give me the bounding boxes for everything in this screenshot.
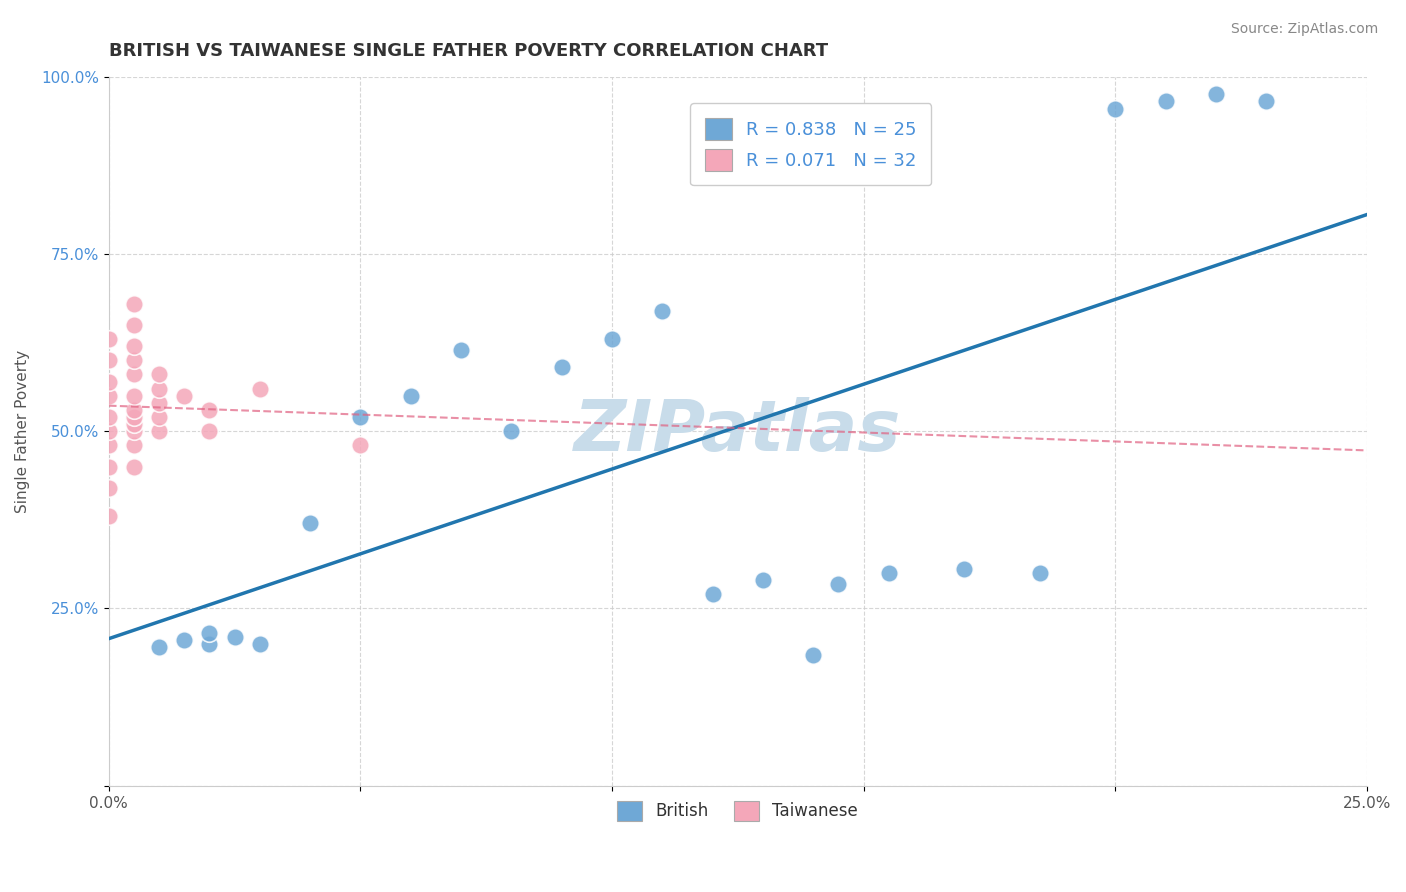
Point (122, 459, 145, 474)
Point (97, 409, 120, 424)
Point (551, 360, 574, 375)
Point (198, 403, 221, 417)
Point (122, 409, 145, 424)
Point (148, 640, 170, 655)
Point (399, 389, 422, 403)
Point (349, 438, 371, 452)
Point (198, 637, 221, 651)
Point (97, 389, 120, 403)
Point (148, 424, 170, 438)
Point (97, 375, 120, 389)
Point (122, 339, 145, 353)
Point (97, 438, 120, 452)
Point (122, 296, 145, 310)
Point (198, 424, 221, 438)
Y-axis label: Single Father Poverty: Single Father Poverty (15, 350, 30, 513)
Point (148, 396, 170, 410)
Point (173, 633, 195, 648)
Point (1029, 566, 1052, 580)
Point (224, 630, 246, 644)
Point (97, 459, 120, 474)
Point (97, 509, 120, 524)
Point (148, 409, 170, 424)
Text: Source: ZipAtlas.com: Source: ZipAtlas.com (1230, 22, 1378, 37)
Point (827, 576, 849, 591)
Point (299, 516, 322, 531)
Point (122, 417, 145, 431)
Point (148, 368, 170, 382)
Point (249, 637, 271, 651)
Point (122, 318, 145, 332)
Point (450, 343, 472, 357)
Point (877, 566, 900, 580)
Text: BRITISH VS TAIWANESE SINGLE FATHER POVERTY CORRELATION CHART: BRITISH VS TAIWANESE SINGLE FATHER POVER… (108, 42, 828, 60)
Point (249, 382, 271, 396)
Point (349, 409, 371, 424)
Point (97, 481, 120, 495)
Point (122, 389, 145, 403)
Legend: British, Taiwanese: British, Taiwanese (605, 787, 872, 834)
Point (651, 303, 673, 318)
Point (1256, 95, 1278, 109)
Point (97, 332, 120, 346)
Point (600, 332, 623, 346)
Point (198, 626, 221, 640)
Point (97, 353, 120, 368)
Point (752, 573, 775, 587)
Point (122, 403, 145, 417)
Point (1205, 87, 1227, 102)
Point (173, 389, 195, 403)
Point (702, 587, 724, 601)
Point (801, 648, 824, 662)
Point (122, 368, 145, 382)
Text: ZIPatlas: ZIPatlas (574, 397, 901, 466)
Point (148, 382, 170, 396)
Point (97, 424, 120, 438)
Point (501, 424, 523, 438)
Point (1104, 102, 1126, 116)
Point (122, 438, 145, 452)
Point (1154, 95, 1177, 109)
Point (953, 562, 976, 576)
Point (122, 353, 145, 368)
Point (122, 424, 145, 438)
